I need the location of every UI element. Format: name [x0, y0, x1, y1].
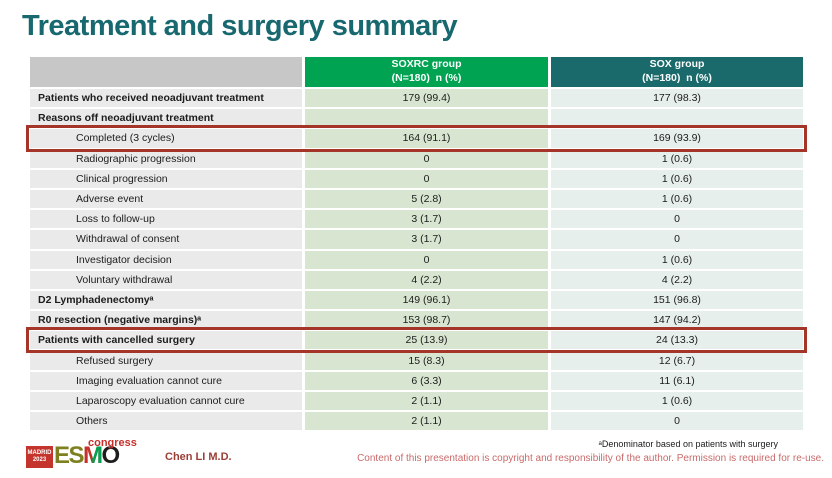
row-label: Patients who received neoadjuvant treatm…	[30, 89, 302, 108]
row-label: Patients with cancelled surgery	[30, 331, 302, 350]
table-row: Refused surgery 15 (8.3) 12 (6.7)	[30, 351, 803, 370]
soxrc-value-cell: 2 (1.1)	[305, 412, 548, 431]
soxrc-value-cell: 5 (2.8)	[305, 189, 548, 209]
soxrc-value-cell: 0	[305, 169, 548, 188]
soxrc-value-cell: 164 (91.1)	[305, 129, 548, 148]
row-label: Others	[30, 412, 302, 431]
sox-value-cell: 0	[551, 230, 803, 249]
table-row: D2 Lymphadenectomyᵃ 149 (96.1) 151 (96.8…	[30, 290, 803, 310]
row-label: Investigator decision	[30, 250, 302, 269]
row-label: R0 resection (negative margins)ᵃ	[30, 311, 302, 330]
soxrc-value-cell: 4 (2.2)	[305, 270, 548, 289]
soxrc-value-cell: 0	[305, 149, 548, 168]
table-row: Withdrawal of consent 3 (1.7) 0	[30, 230, 803, 249]
table-row: Others 2 (1.1) 0	[30, 412, 803, 431]
column-header-soxrc-group: SOXRC group (N=180) n (%)	[305, 57, 548, 87]
table-row: Loss to follow-up 3 (1.7) 0	[30, 210, 803, 229]
sox-value-cell: 11 (6.1)	[551, 371, 803, 390]
sox-value-cell: 177 (98.3)	[551, 89, 803, 108]
esmo-letter-e: E	[54, 442, 70, 469]
soxrc-value-cell: 149 (96.1)	[305, 290, 548, 310]
soxrc-value-cell: 2 (1.1)	[305, 391, 548, 410]
row-label: Laparoscopy evaluation cannot cure	[30, 391, 302, 410]
sox-value-cell: 1 (0.6)	[551, 250, 803, 269]
table-row: Investigator decision 0 1 (0.6)	[30, 250, 803, 269]
soxrc-value-cell	[305, 109, 548, 128]
esmo-letter-o: O	[101, 442, 121, 469]
table-row: Patients with cancelled surgery 25 (13.9…	[26, 327, 807, 354]
table-row: Completed (3 cycles) 164 (91.1) 169 (93.…	[26, 125, 807, 152]
treatment-summary-table: SOXRC group (N=180) n (%) SOX group (N=1…	[26, 57, 807, 431]
sox-value-cell: 12 (6.7)	[551, 351, 803, 370]
table-body: Patients who received neoadjuvant treatm…	[26, 89, 807, 431]
author-name: Chen LI M.D.	[165, 451, 232, 463]
soxrc-value-cell: 6 (3.3)	[305, 371, 548, 390]
esmo-letter-s: S	[68, 442, 85, 469]
sox-value-cell	[551, 109, 803, 128]
madrid-2023-badge: MADRID 2023	[26, 446, 53, 468]
row-label: Voluntary withdrawal	[30, 270, 302, 289]
copyright-notice: Content of this presentation is copyrigh…	[357, 453, 824, 464]
sox-value-cell: 151 (96.8)	[551, 290, 803, 310]
sox-value-cell: 1 (0.6)	[551, 189, 803, 209]
soxrc-value-cell: 179 (99.4)	[305, 89, 548, 108]
row-label: Refused surgery	[30, 351, 302, 370]
soxrc-value-cell: 0	[305, 250, 548, 269]
soxrc-value-cell: 15 (8.3)	[305, 351, 548, 370]
madrid-city-label: MADRID	[27, 449, 52, 456]
sox-value-cell: 1 (0.6)	[551, 169, 803, 188]
table-row: Patients who received neoadjuvant treatm…	[30, 89, 803, 108]
sox-value-cell: 1 (0.6)	[551, 391, 803, 410]
table-row: R0 resection (negative margins)ᵃ 153 (98…	[30, 311, 803, 330]
esmo-congress-logo: MADRID 2023 ESM M O congress	[26, 437, 137, 469]
row-label: Completed (3 cycles)	[30, 129, 302, 148]
table-row: Radiographic progression 0 1 (0.6)	[30, 149, 803, 168]
row-label: D2 Lymphadenectomyᵃ	[30, 290, 302, 310]
table-row: Reasons off neoadjuvant treatment	[30, 109, 803, 128]
madrid-year-label: 2023	[32, 457, 47, 463]
row-label: Loss to follow-up	[30, 210, 302, 229]
denominator-footnote: ᵃDenominator based on patients with surg…	[598, 439, 778, 449]
table-row: Adverse event 5 (2.8) 1 (0.6)	[30, 189, 803, 209]
soxrc-value-cell: 3 (1.7)	[305, 210, 548, 229]
table-row: Imaging evaluation cannot cure 6 (3.3) 1…	[30, 371, 803, 390]
row-label: Adverse event	[30, 189, 302, 209]
row-label: Reasons off neoadjuvant treatment	[30, 109, 302, 128]
sox-value-cell: 147 (94.2)	[551, 311, 803, 330]
sox-value-cell: 4 (2.2)	[551, 270, 803, 289]
column-header-sox-group: SOX group (N=180) n (%)	[551, 57, 803, 87]
congress-label: congress	[88, 437, 137, 449]
esmo-wordmark: ESM M O	[54, 442, 121, 469]
sox-value-cell: 169 (93.9)	[551, 129, 803, 148]
soxrc-value-cell: 3 (1.7)	[305, 230, 548, 249]
sox-value-cell: 0	[551, 412, 803, 431]
row-label: Withdrawal of consent	[30, 230, 302, 249]
table-header-row: SOXRC group (N=180) n (%) SOX group (N=1…	[30, 57, 803, 87]
corner-header-cell	[30, 57, 302, 87]
table-row: Clinical progression 0 1 (0.6)	[30, 169, 803, 188]
row-label: Imaging evaluation cannot cure	[30, 371, 302, 390]
table-row: Voluntary withdrawal 4 (2.2) 4 (2.2)	[30, 270, 803, 289]
row-label: Radiographic progression	[30, 149, 302, 168]
sox-value-cell: 1 (0.6)	[551, 149, 803, 168]
table-row: Laparoscopy evaluation cannot cure 2 (1.…	[30, 391, 803, 410]
soxrc-value-cell: 153 (98.7)	[305, 311, 548, 330]
row-label: Clinical progression	[30, 169, 302, 188]
page-title: Treatment and surgery summary	[22, 10, 458, 42]
soxrc-value-cell: 25 (13.9)	[305, 331, 548, 350]
sox-value-cell: 0	[551, 210, 803, 229]
sox-value-cell: 24 (13.3)	[551, 331, 803, 350]
